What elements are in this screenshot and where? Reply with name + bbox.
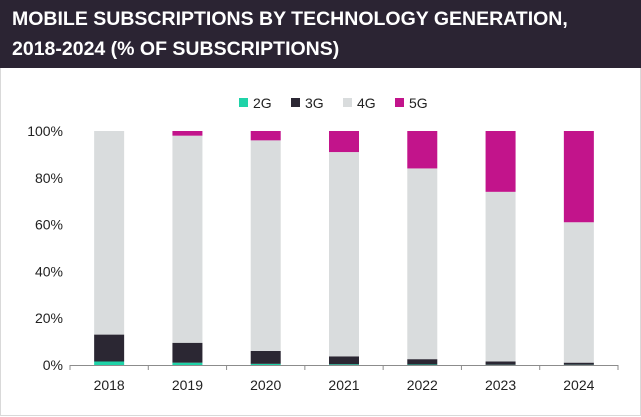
x-tick-label: 2019 bbox=[172, 377, 203, 393]
bar-stack-2023 bbox=[485, 131, 516, 365]
legend-swatch-3g bbox=[291, 98, 300, 107]
bar-segment-2g-2018 bbox=[94, 361, 125, 365]
bar-segment-3g-2023 bbox=[485, 361, 516, 365]
y-tick-label: 20% bbox=[35, 310, 63, 326]
bar-stack-2022 bbox=[407, 131, 438, 365]
legend-swatch-4g bbox=[343, 98, 352, 107]
x-axis: 2018 2019 2020 2021 2022 2023 2024 bbox=[69, 365, 619, 393]
bar-segment-2g-2021 bbox=[329, 364, 359, 365]
legend-label-3g: 3G bbox=[305, 95, 324, 111]
bar-segment-2g-2019 bbox=[172, 362, 203, 365]
bar-stacks bbox=[94, 131, 594, 365]
bar-segment-5g-2021 bbox=[329, 131, 359, 153]
legend-label-4g: 4G bbox=[357, 95, 376, 111]
bar-segment-5g-2019 bbox=[172, 131, 203, 136]
legend-label-5g: 5G bbox=[409, 95, 428, 111]
legend-swatch-5g bbox=[395, 98, 404, 107]
bar-stack-2018 bbox=[94, 131, 125, 365]
page-title: MOBILE SUBSCRIPTIONS BY TECHNOLOGY GENER… bbox=[12, 8, 568, 60]
bar-segment-3g-2024 bbox=[563, 362, 594, 365]
bar-segment-4g-2018 bbox=[94, 131, 125, 335]
y-tick-label: 40% bbox=[35, 263, 63, 279]
bar-segment-3g-2020 bbox=[250, 350, 281, 364]
bar-stack-2019 bbox=[172, 131, 203, 365]
bar-segment-3g-2022 bbox=[407, 359, 438, 365]
bar-segment-4g-2021 bbox=[329, 152, 359, 357]
bar-segment-5g-2020 bbox=[250, 131, 281, 141]
y-tick-label: 60% bbox=[35, 217, 63, 233]
x-tick-label: 2024 bbox=[563, 377, 594, 393]
legend-swatch-2g bbox=[239, 98, 248, 107]
x-tick-label: 2023 bbox=[485, 377, 516, 393]
bar-segment-5g-2024 bbox=[563, 131, 594, 223]
bar-segment-3g-2018 bbox=[94, 334, 125, 362]
y-tick-label: 100% bbox=[27, 123, 63, 139]
bar-segment-5g-2023 bbox=[485, 131, 516, 192]
bar-segment-4g-2020 bbox=[250, 140, 281, 351]
y-tick-label: 80% bbox=[35, 170, 63, 186]
bar-segment-3g-2021 bbox=[329, 356, 359, 365]
x-tick-label: 2021 bbox=[328, 377, 359, 393]
bar-segment-4g-2019 bbox=[172, 135, 203, 343]
x-tick-label: 2018 bbox=[94, 377, 125, 393]
stacked-bar-chart: 2G 3G 4G 5G 0% 20% 40% 60% 80% 100% 2018 2019 2020… bbox=[27, 95, 619, 393]
x-tick-label: 2020 bbox=[250, 377, 281, 393]
title-bar: MOBILE SUBSCRIPTIONS BY TECHNOLOGY GENER… bbox=[0, 0, 641, 68]
legend-label-2g: 2G bbox=[253, 95, 272, 111]
chart-legend: 2G 3G 4G 5G bbox=[239, 95, 428, 111]
bar-segment-5g-2022 bbox=[407, 131, 438, 169]
y-axis: 0% 20% 40% 60% 80% 100% bbox=[27, 123, 63, 373]
bar-stack-2024 bbox=[563, 131, 594, 365]
x-tick-label: 2022 bbox=[407, 377, 438, 393]
bar-segment-2g-2020 bbox=[250, 363, 281, 365]
y-tick-label: 0% bbox=[43, 357, 63, 373]
bar-stack-2020 bbox=[250, 131, 281, 365]
bar-segment-4g-2023 bbox=[485, 191, 516, 362]
bar-segment-4g-2022 bbox=[407, 168, 438, 360]
bar-segment-4g-2024 bbox=[563, 222, 594, 363]
bar-stack-2021 bbox=[329, 131, 359, 365]
bar-segment-3g-2019 bbox=[172, 342, 203, 363]
